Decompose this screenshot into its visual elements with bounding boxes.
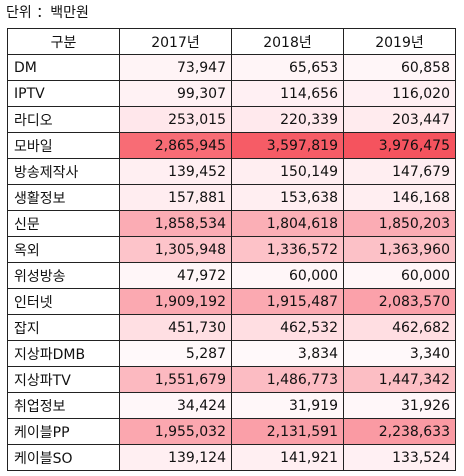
table-row: 잡지 451,730 462,532 462,682 (7, 314, 456, 341)
table-body: DM 73,947 65,653 60,858 IPTV 99,307 114,656 116… (7, 54, 456, 471)
row-label: 케이블SO (7, 444, 120, 471)
table-row: 지상파TV 1,551,679 1,486,773 1,447,342 (7, 366, 456, 393)
value-cell: 116,020 (343, 80, 456, 107)
table-row: IPTV 99,307 114,656 116,020 (7, 80, 456, 107)
row-label: 취업정보 (7, 392, 120, 419)
value-cell: 73,947 (119, 54, 232, 81)
table-row: DM 73,947 65,653 60,858 (7, 54, 456, 81)
row-label: DM (7, 54, 120, 81)
table-row: 취업정보 34,424 31,919 31,926 (7, 392, 456, 419)
value-cell: 2,131,591 (231, 418, 344, 445)
value-cell: 150,149 (231, 158, 344, 185)
ad-expenditure-table: 구분 2017년 2018년 2019년 DM 73,947 65,653 60,85… (7, 28, 456, 471)
table-row: 생활정보 157,881 153,638 146,168 (7, 184, 456, 211)
value-cell: 1,850,203 (343, 210, 456, 237)
value-cell: 1,955,032 (119, 418, 232, 445)
row-label: 지상파TV (7, 366, 120, 393)
value-cell: 139,124 (119, 444, 232, 471)
value-cell: 99,307 (119, 80, 232, 107)
row-label: 생활정보 (7, 184, 120, 211)
value-cell: 2,238,633 (343, 418, 456, 445)
value-cell: 147,679 (343, 158, 456, 185)
row-label: 인터넷 (7, 288, 120, 315)
value-cell: 1,486,773 (231, 366, 344, 393)
table-row: 인터넷 1,909,192 1,915,487 2,083,570 (7, 288, 456, 315)
value-cell: 203,447 (343, 106, 456, 133)
value-cell: 1,915,487 (231, 288, 344, 315)
value-cell: 1,305,948 (119, 236, 232, 263)
value-cell: 60,858 (343, 54, 456, 81)
value-cell: 31,926 (343, 392, 456, 419)
row-label: 라디오 (7, 106, 120, 133)
row-label: 신문 (7, 210, 120, 237)
table-row: 신문 1,858,534 1,804,618 1,850,203 (7, 210, 456, 237)
value-cell: 1,336,572 (231, 236, 344, 263)
header-row: 구분 2017년 2018년 2019년 (7, 28, 456, 55)
row-label: 옥외 (7, 236, 120, 263)
value-cell: 3,976,475 (343, 132, 456, 159)
value-cell: 1,363,960 (343, 236, 456, 263)
value-cell: 5,287 (119, 340, 232, 367)
row-label: 잡지 (7, 314, 120, 341)
value-cell: 60,000 (231, 262, 344, 289)
value-cell: 141,921 (231, 444, 344, 471)
row-label: 모바일 (7, 132, 120, 159)
row-label: IPTV (7, 80, 120, 107)
table-row: 지상파DMB 5,287 3,834 3,340 (7, 340, 456, 367)
value-cell: 1,909,192 (119, 288, 232, 315)
value-cell: 65,653 (231, 54, 344, 81)
value-cell: 1,804,618 (231, 210, 344, 237)
header-category: 구분 (7, 28, 120, 55)
header-2017: 2017년 (119, 28, 232, 55)
value-cell: 462,532 (231, 314, 344, 341)
value-cell: 1,551,679 (119, 366, 232, 393)
table-row: 모바일 2,865,945 3,597,819 3,976,475 (7, 132, 456, 159)
row-label: 케이블PP (7, 418, 120, 445)
table-row: 라디오 253,015 220,339 203,447 (7, 106, 456, 133)
value-cell: 1,858,534 (119, 210, 232, 237)
value-cell: 2,865,945 (119, 132, 232, 159)
table-row: 케이블PP 1,955,032 2,131,591 2,238,633 (7, 418, 456, 445)
value-cell: 146,168 (343, 184, 456, 211)
value-cell: 462,682 (343, 314, 456, 341)
value-cell: 153,638 (231, 184, 344, 211)
value-cell: 3,340 (343, 340, 456, 367)
table-row: 방송제작사 139,452 150,149 147,679 (7, 158, 456, 185)
value-cell: 114,656 (231, 80, 344, 107)
value-cell: 3,834 (231, 340, 344, 367)
value-cell: 47,972 (119, 262, 232, 289)
value-cell: 133,524 (343, 444, 456, 471)
value-cell: 157,881 (119, 184, 232, 211)
value-cell: 220,339 (231, 106, 344, 133)
value-cell: 1,447,342 (343, 366, 456, 393)
row-label: 위성방송 (7, 262, 120, 289)
value-cell: 253,015 (119, 106, 232, 133)
header-2018: 2018년 (231, 28, 344, 55)
value-cell: 34,424 (119, 392, 232, 419)
header-2019: 2019년 (343, 28, 456, 55)
unit-label: 단위 ：백만원 (6, 5, 89, 21)
row-label: 방송제작사 (7, 158, 120, 185)
row-label: 지상파DMB (7, 340, 120, 367)
value-cell: 60,000 (343, 262, 456, 289)
table-row: 케이블SO 139,124 141,921 133,524 (7, 444, 456, 471)
value-cell: 451,730 (119, 314, 232, 341)
table-row: 위성방송 47,972 60,000 60,000 (7, 262, 456, 289)
value-cell: 2,083,570 (343, 288, 456, 315)
table-row: 옥외 1,305,948 1,336,572 1,363,960 (7, 236, 456, 263)
value-cell: 3,597,819 (231, 132, 344, 159)
value-cell: 31,919 (231, 392, 344, 419)
value-cell: 139,452 (119, 158, 232, 185)
